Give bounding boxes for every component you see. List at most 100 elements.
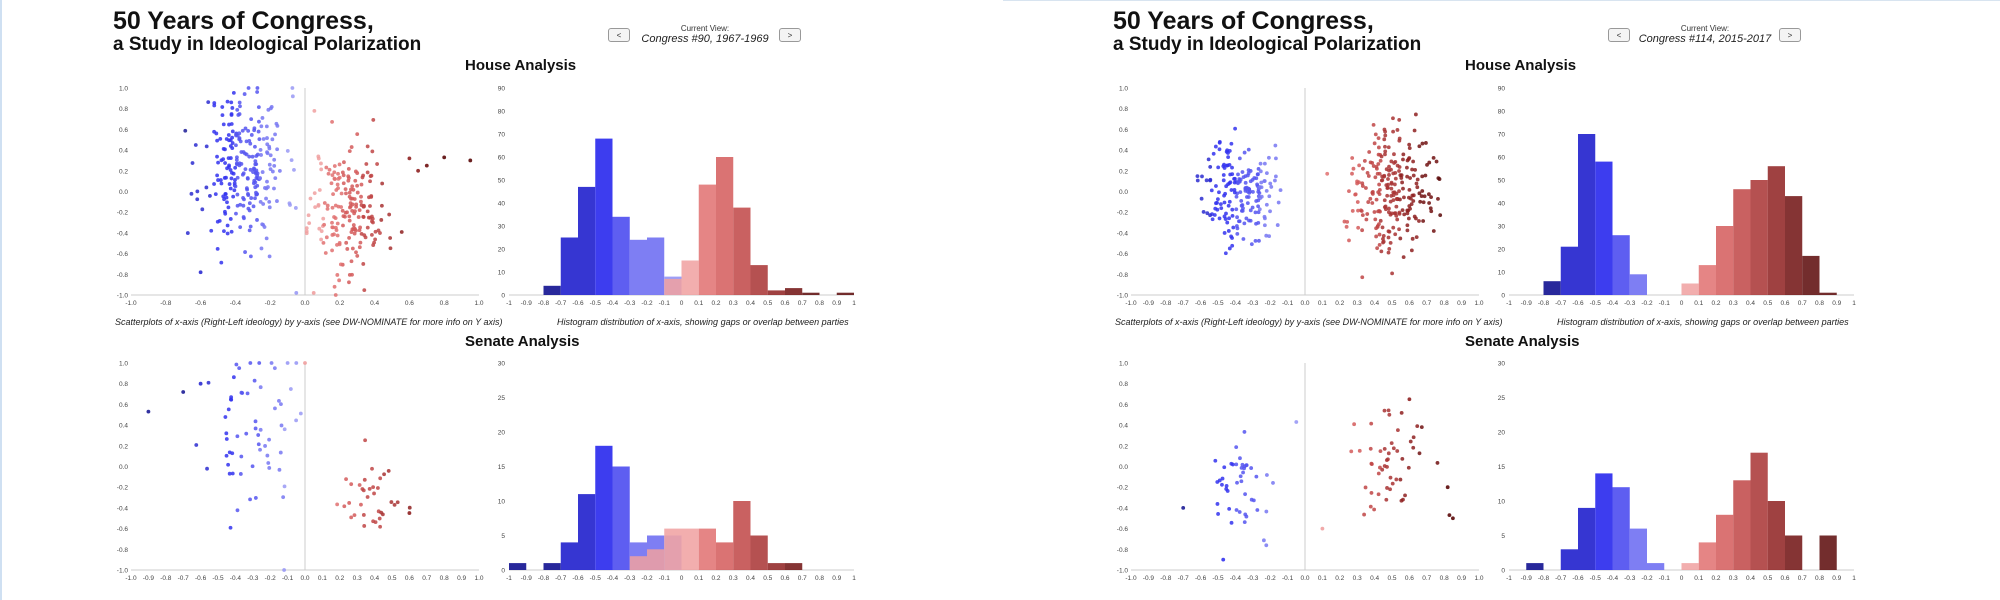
data-point xyxy=(333,216,338,220)
data-point xyxy=(1389,167,1393,172)
data-point xyxy=(365,495,370,499)
data-point xyxy=(335,273,340,277)
data-point xyxy=(226,133,231,137)
histogram-bar-rep xyxy=(767,290,785,295)
data-point xyxy=(281,495,286,500)
data-point xyxy=(1360,184,1365,188)
x-tick-label: 0.3 xyxy=(729,300,738,307)
data-point xyxy=(416,168,420,173)
data-point xyxy=(277,467,282,472)
data-point xyxy=(341,214,346,218)
data-point xyxy=(330,225,335,230)
data-point xyxy=(1215,502,1220,506)
data-point xyxy=(1410,236,1415,241)
data-point xyxy=(323,251,328,255)
data-point xyxy=(258,385,263,390)
house-histogram: -1 -0.9 -0.8 -0.7 -0.6 -0.5 -0.4 -0.3 -0.2 -0.1 0 0… xyxy=(498,86,856,308)
data-point xyxy=(1399,410,1404,415)
data-point xyxy=(249,117,254,122)
data-point xyxy=(1400,456,1405,461)
prev-congress-button[interactable]: < xyxy=(1608,28,1630,42)
data-point xyxy=(267,199,272,204)
histogram-bar-rep xyxy=(681,260,699,295)
x-tick-label: 0 xyxy=(1680,300,1684,307)
histogram-bar-rep xyxy=(1767,501,1785,570)
panel-congress-90: 50 Years of Congress, a Study in Ideolog… xyxy=(113,7,856,582)
data-point xyxy=(335,233,340,238)
data-point xyxy=(1376,136,1381,141)
data-point xyxy=(330,205,335,210)
data-point xyxy=(238,104,242,109)
data-point xyxy=(264,196,268,201)
x-tick-label: 0.7 xyxy=(1798,300,1807,307)
data-point xyxy=(1382,464,1387,468)
y-tick-label: -0.8 xyxy=(117,272,129,279)
data-point xyxy=(223,415,228,419)
data-point xyxy=(235,434,240,439)
data-point xyxy=(1273,178,1277,183)
data-point xyxy=(1399,173,1404,178)
x-tick-label: 0.8 xyxy=(815,575,824,582)
y-tick-label: 25 xyxy=(498,395,506,402)
y-tick-label: -0.4 xyxy=(117,505,129,512)
histogram-bar-rep xyxy=(1819,535,1837,570)
data-point xyxy=(248,224,253,229)
data-point xyxy=(361,214,366,219)
data-point xyxy=(1420,141,1425,146)
data-point xyxy=(231,375,236,380)
data-point xyxy=(347,280,351,285)
data-point xyxy=(1387,412,1392,417)
histogram-caption: Histogram distribution of x-axis, showin… xyxy=(557,317,849,327)
data-point xyxy=(234,143,238,148)
data-point xyxy=(324,235,329,240)
data-point xyxy=(1380,174,1385,179)
data-point xyxy=(1221,557,1226,562)
prev-congress-button[interactable]: < xyxy=(608,28,630,42)
x-tick-label: 0.5 xyxy=(1763,300,1772,307)
data-point xyxy=(1220,482,1224,487)
data-point xyxy=(304,226,309,231)
data-point xyxy=(223,209,227,214)
data-point xyxy=(226,205,231,210)
histogram-bar-rep xyxy=(1733,480,1751,570)
data-point xyxy=(224,137,229,141)
data-point xyxy=(349,145,354,149)
data-point xyxy=(223,161,227,165)
data-point xyxy=(347,190,352,195)
data-point xyxy=(1376,152,1381,157)
data-point xyxy=(373,237,378,242)
data-point xyxy=(358,240,363,245)
data-point xyxy=(349,515,354,520)
data-point xyxy=(1246,195,1251,199)
data-point xyxy=(1414,181,1419,186)
data-point xyxy=(229,176,234,181)
data-point xyxy=(288,203,292,207)
next-congress-button[interactable]: > xyxy=(1779,28,1801,42)
y-tick-label: 25 xyxy=(1498,395,1506,402)
data-point xyxy=(1242,430,1247,434)
x-tick-label: 0.6 xyxy=(1780,300,1789,307)
data-point xyxy=(375,162,380,166)
data-point xyxy=(267,466,272,470)
data-point xyxy=(1273,174,1278,179)
data-point xyxy=(247,138,252,143)
data-point xyxy=(1391,446,1396,451)
histogram-caption: Histogram distribution of x-axis, showin… xyxy=(1557,317,1849,327)
data-point xyxy=(1385,193,1390,198)
data-point xyxy=(1217,147,1222,152)
data-point xyxy=(1378,218,1383,223)
data-point xyxy=(369,214,374,219)
data-point xyxy=(1215,207,1220,212)
data-point xyxy=(352,231,357,236)
data-point xyxy=(306,213,311,218)
data-point xyxy=(1422,194,1427,199)
data-point xyxy=(237,112,242,116)
data-point xyxy=(1241,237,1246,241)
data-point xyxy=(1362,512,1367,517)
data-point xyxy=(1384,497,1389,502)
current-view-label: Current View: xyxy=(680,24,730,33)
next-congress-button[interactable]: > xyxy=(779,28,801,42)
data-point xyxy=(1213,458,1218,463)
data-point xyxy=(1275,223,1280,227)
data-point xyxy=(1368,196,1373,201)
